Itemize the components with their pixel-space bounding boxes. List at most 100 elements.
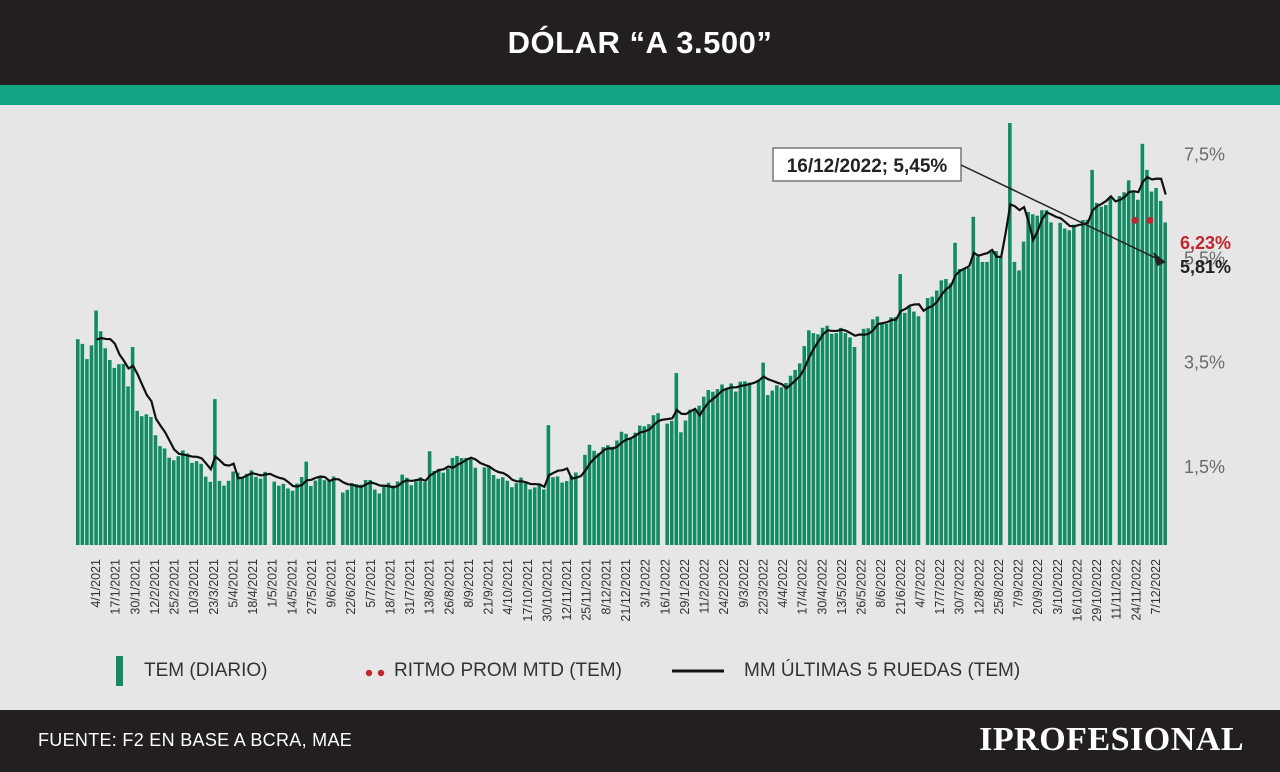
bar [240,477,245,545]
bars-group [76,123,1167,546]
bar [852,347,857,545]
bar [583,454,587,545]
bar [1108,197,1113,545]
bar [797,363,802,545]
bar [756,379,761,545]
x-tick-label: 17/4/2022 [796,559,810,615]
bar [834,333,839,545]
bar [880,323,884,545]
bar [286,488,290,545]
x-tick-label: 23/3/2021 [207,559,221,615]
y-tick-label: 7,5% [1184,144,1225,164]
bar [322,480,327,545]
bar [839,327,843,545]
bar [505,480,510,545]
bar [80,343,85,545]
bar [683,420,688,545]
bar [1099,206,1104,545]
bar [564,481,569,545]
bar [1008,123,1012,545]
x-tick-label: 9/6/2021 [325,559,339,608]
bar [893,316,898,545]
x-tick-label: 12/8/2022 [972,559,986,615]
bar [875,316,880,545]
x-tick-label: 30/4/2022 [815,559,829,615]
bar [674,373,679,545]
bar [391,485,395,545]
x-tick-label: 12/11/2021 [560,559,574,621]
bar [455,455,459,545]
bar [861,328,866,545]
bar [1163,222,1167,545]
bar [363,480,368,545]
x-tick-label: 17/10/2021 [521,559,535,622]
bar [272,481,277,545]
x-tick-label: 7/12/2022 [1149,559,1163,615]
x-tick-label: 22/6/2021 [344,559,358,615]
ma-value-label: 5,81% [1180,257,1231,277]
x-tick-label: 21/9/2021 [482,559,496,615]
x-tick-label: 25/2/2021 [168,559,182,615]
legend-item-line: MM ÚLTIMAS 5 RUEDAS (TEM) [672,656,1020,686]
accent-stripe [0,85,1280,105]
bar [1094,202,1099,545]
bar [665,423,669,545]
bar [729,383,733,545]
bar [171,460,176,545]
bar [176,456,181,545]
x-tick-label: 27/5/2021 [305,559,319,615]
bar [720,384,724,545]
bar [989,252,994,545]
bar [569,475,574,545]
bar [309,486,313,545]
bar [898,274,902,545]
legend-bars-label: TEM (DIARIO) [144,660,268,681]
bar [450,457,455,545]
chart-header: DÓLAR “A 3.500” [0,0,1280,85]
bar [1158,200,1163,545]
bar [436,468,441,545]
x-tick-label: 24/2/2022 [717,559,731,615]
moving-average-group [96,175,1167,489]
bar [930,296,934,545]
bar [770,390,775,545]
bar [848,337,852,545]
annotations: 16/12/2022; 5,45% 6,23% 5,81% [772,147,1231,277]
bar [1140,143,1145,545]
bar [135,410,139,545]
bar [181,450,185,545]
bar [884,323,889,545]
chart-area: 1,5% 3,5% 5,5% 7,5% 4/1/2021 17/1/2021 30/1/2… [76,123,1231,622]
bar [487,466,491,545]
bar [546,425,551,545]
bar [245,473,249,545]
bar [295,483,299,545]
bar [1030,214,1035,546]
x-tick-label: 21/12/2021 [619,559,633,622]
bar [432,470,436,545]
mtd-dot [1146,216,1154,224]
bar [761,362,765,545]
bar [468,458,473,545]
bar [916,316,921,545]
bar [925,298,930,545]
x-tick-label: 4/4/2022 [776,559,790,608]
bar [574,472,578,545]
bar [948,283,953,545]
bar [368,479,372,545]
bar [514,483,519,545]
bar [519,477,523,545]
x-tick-label: 26/5/2022 [855,559,869,615]
bar [601,447,605,545]
bar [765,395,770,545]
bar [235,472,240,545]
bar [414,481,418,545]
callout-arrow-line [960,164,1163,262]
bar [647,424,651,545]
x-tick-label: 31/7/2021 [403,559,417,615]
bar [258,478,263,545]
x-tick-label: 13/5/2022 [835,559,849,615]
bar [747,382,752,545]
callout-box [772,147,962,182]
bar [491,475,496,545]
